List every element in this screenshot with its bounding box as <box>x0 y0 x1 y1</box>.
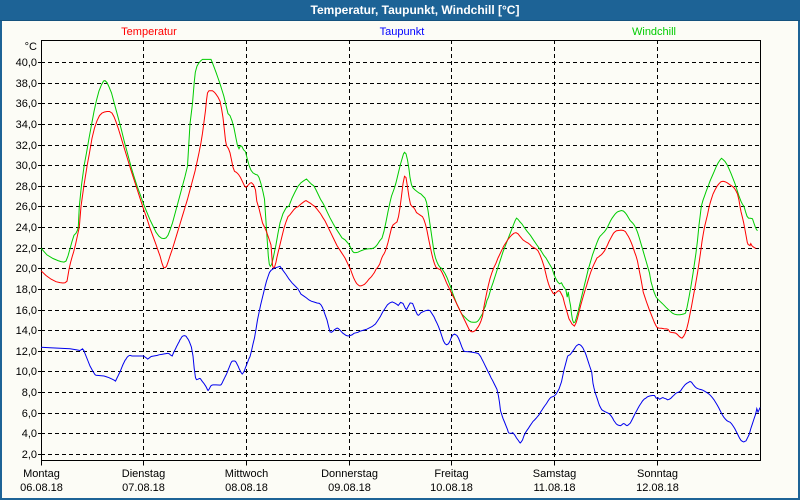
svg-text:28,0: 28,0 <box>16 181 37 193</box>
svg-text:Dienstag: Dienstag <box>122 468 165 480</box>
svg-text:34,0: 34,0 <box>16 119 37 131</box>
svg-text:4,0: 4,0 <box>22 428 37 440</box>
svg-text:26,0: 26,0 <box>16 201 37 213</box>
svg-text:30,0: 30,0 <box>16 160 37 172</box>
svg-text:20,0: 20,0 <box>16 263 37 275</box>
svg-text:12.08.18: 12.08.18 <box>636 482 679 494</box>
svg-text:36,0: 36,0 <box>16 98 37 110</box>
svg-text:8,0: 8,0 <box>22 387 37 399</box>
svg-text:14,0: 14,0 <box>16 325 37 337</box>
svg-text:24,0: 24,0 <box>16 222 37 234</box>
svg-text:38,0: 38,0 <box>16 78 37 90</box>
svg-text:06.08.18: 06.08.18 <box>20 482 63 494</box>
svg-text:32,0: 32,0 <box>16 140 37 152</box>
svg-text:6,0: 6,0 <box>22 408 37 420</box>
svg-text:Freitag: Freitag <box>434 468 468 480</box>
svg-text:10.08.18: 10.08.18 <box>430 482 473 494</box>
svg-text:09.08.18: 09.08.18 <box>328 482 371 494</box>
svg-text:°C: °C <box>25 41 37 53</box>
svg-text:07.08.18: 07.08.18 <box>122 482 165 494</box>
svg-text:2,0: 2,0 <box>22 449 37 461</box>
svg-text:08.08.18: 08.08.18 <box>225 482 268 494</box>
svg-text:16,0: 16,0 <box>16 305 37 317</box>
svg-text:10,0: 10,0 <box>16 366 37 378</box>
svg-text:11.08.18: 11.08.18 <box>533 482 575 494</box>
svg-text:12,0: 12,0 <box>16 346 37 358</box>
svg-text:18,0: 18,0 <box>16 284 37 296</box>
svg-text:Montag: Montag <box>23 468 60 480</box>
svg-text:Samstag: Samstag <box>533 468 576 480</box>
svg-text:Donnerstag: Donnerstag <box>321 468 378 480</box>
svg-text:Sonntag: Sonntag <box>637 468 678 480</box>
svg-text:40,0: 40,0 <box>16 57 37 69</box>
svg-text:22,0: 22,0 <box>16 243 37 255</box>
svg-text:Mittwoch: Mittwoch <box>225 468 268 480</box>
